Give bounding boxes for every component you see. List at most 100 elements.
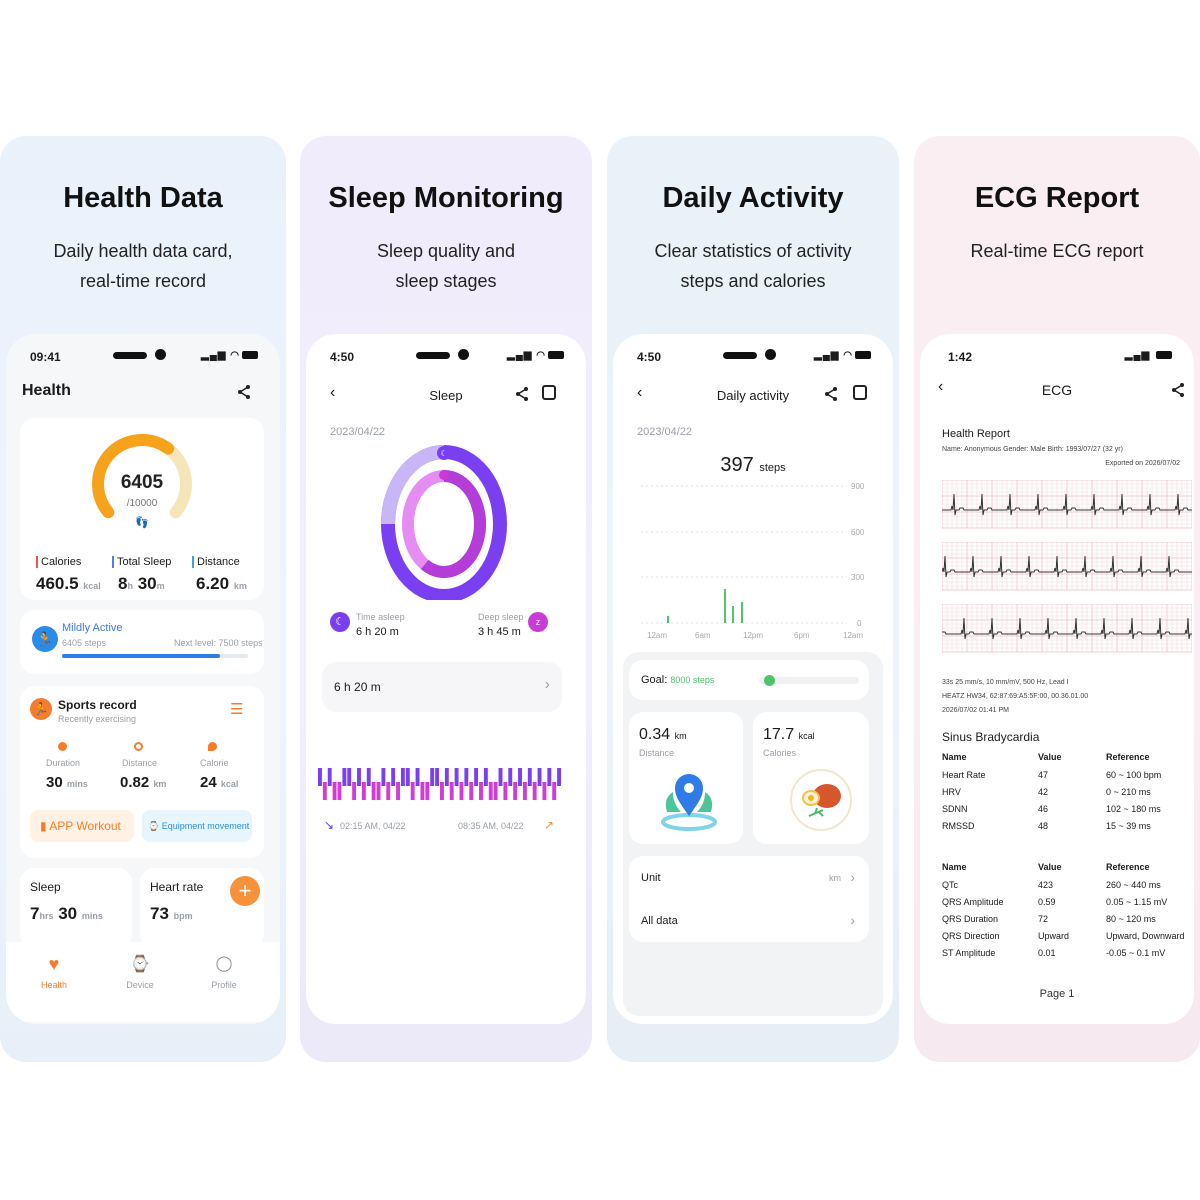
chevron-right-icon: › <box>850 869 855 885</box>
sleep-stage-bar <box>396 782 400 800</box>
x-tick: 12am <box>647 631 667 640</box>
goal-row[interactable]: Goal: 8000 steps <box>629 660 869 700</box>
date-label: 2023/04/22 <box>330 426 386 438</box>
activity-level-card[interactable]: 🏃 Mildly Active 6405 steps Next level: 7… <box>20 610 264 674</box>
y-tick: 600 <box>851 528 865 537</box>
panel-subtitle: Sleep quality and sleep stages <box>310 236 582 296</box>
date-label: 2023/04/22 <box>637 426 693 438</box>
subtitle-line: Daily health data card, <box>53 241 233 261</box>
sleep-ring-chart: ☾ <box>381 445 507 600</box>
heart-rate-card[interactable]: Heart rate 73 bpm + <box>140 868 264 948</box>
share-icon[interactable] <box>823 386 839 402</box>
goal-label: Goal: 8000 steps <box>641 674 715 686</box>
chevron-right-icon: › <box>850 912 855 928</box>
strip-info-line: 33s 25 mm/s, 10 mm/mV, 500 Hz, Lead I <box>942 679 1069 686</box>
distance-value: 0.34 km <box>639 726 687 743</box>
nav-device[interactable]: Device <box>126 980 154 990</box>
subtitle-line: real-time record <box>79 271 207 291</box>
steps-goal: /10000 <box>127 498 158 509</box>
signal-icons: ▂▄▆ ◠ <box>814 350 871 361</box>
sleep-stage-bar <box>342 768 347 786</box>
share-icon[interactable] <box>1170 382 1186 398</box>
end-arrow-icon: ↗ <box>544 818 555 832</box>
sports-record-card[interactable]: 🏃 Sports record Recently exercising ☰ Du… <box>20 686 264 858</box>
sleep-stage-bar <box>513 782 518 800</box>
next-level: Next level: 7500 steps <box>174 638 263 648</box>
calendar-icon[interactable] <box>542 385 556 400</box>
steps-card[interactable]: 6405 /10000 👣 Calories Total Sleep Dista… <box>20 418 264 600</box>
sleep-summary-row[interactable]: 6 h 20 m › <box>322 662 562 712</box>
deep-sleep-label: Deep sleep <box>478 612 524 622</box>
distance-value: 6.20 km <box>196 574 247 593</box>
x-tick: 6am <box>695 631 711 640</box>
steps-bar <box>724 589 726 623</box>
sleep-card[interactable]: Sleep 7hrs 30 mins <box>20 868 132 948</box>
subtitle-line: sleep stages <box>395 271 497 291</box>
sleep-stage-bar <box>435 768 440 786</box>
light-sleep-arc <box>381 445 445 525</box>
chevron-right-icon: › <box>544 676 550 693</box>
back-chevron-icon[interactable]: ‹ <box>330 384 336 401</box>
subtitle-line: Sleep quality and <box>376 241 516 261</box>
add-button[interactable]: + <box>230 876 260 906</box>
sleep-stage-bar <box>449 782 454 800</box>
back-chevron-icon[interactable]: ‹ <box>637 384 643 401</box>
start-arrow-icon: ↘ <box>324 818 335 832</box>
panel-sleep-monitoring: Sleep Monitoring Sleep quality and sleep… <box>300 136 592 1062</box>
y-tick: 900 <box>851 482 865 491</box>
watch-device-icon[interactable]: ⌚ <box>130 956 150 973</box>
health-heart-icon[interactable]: ♥ <box>48 954 60 974</box>
equipment-movement-button[interactable]: ⌚ Equipment movement <box>142 810 252 842</box>
subtitle-line: Clear statistics of activity <box>654 241 852 261</box>
sleep-summary: 6 h 20 m <box>334 680 381 694</box>
sleep-stage-bar <box>381 768 386 786</box>
sleep-stage-bar <box>522 782 527 800</box>
ecg-strip-2 <box>942 542 1192 591</box>
sleep-card-value: 7hrs 30 mins <box>30 904 103 923</box>
sleep-stage-bar <box>376 782 381 800</box>
subtitle-line: Real-time ECG report <box>970 241 1144 261</box>
notch <box>416 352 450 359</box>
sleep-stage-bar <box>440 782 444 800</box>
panel-daily-activity: Daily Activity Clear statistics of activ… <box>607 136 899 1062</box>
nav-profile[interactable]: Profile <box>211 980 237 990</box>
camera-dot <box>155 349 166 360</box>
sleep-stage-bar <box>493 782 498 800</box>
status-bar: 09:41 ▂▄▆ ◠ <box>6 348 280 368</box>
calendar-icon[interactable] <box>853 385 867 400</box>
y-tick: 0 <box>857 619 862 628</box>
sleep-stage-bar <box>318 768 322 786</box>
sleep-stage-bar <box>498 768 503 786</box>
phone-screen: 4:50 ▂▄▆ ◠ ‹ Sleep 2023/04/22 ☾ ☾ Time a… <box>306 334 586 1024</box>
phone-icon: ▮ <box>40 819 47 833</box>
steps-bar <box>667 616 669 623</box>
distance-card[interactable]: 0.34 km Distance <box>629 712 743 844</box>
x-tick: 6pm <box>794 631 810 640</box>
stats-area: Goal: 8000 steps 0.34 km Distance 17.7 k… <box>623 652 883 1016</box>
app-workout-button[interactable]: ▮ APP Workout <box>30 810 134 842</box>
moon-icon: ☾ <box>330 612 350 632</box>
share-icon[interactable] <box>514 386 530 402</box>
calories-value: 17.7 kcal <box>763 726 815 743</box>
zz-marker-icon <box>439 470 449 480</box>
unit-row[interactable]: Unit km › <box>629 856 869 899</box>
calories-card[interactable]: 17.7 kcal Calories <box>753 712 869 844</box>
nav-health[interactable]: Health <box>40 980 67 990</box>
x-tick: 12pm <box>743 631 763 640</box>
activity-level: Mildly Active <box>62 622 123 634</box>
report-title: Health Report <box>942 428 1010 440</box>
back-chevron-icon[interactable]: ‹ <box>938 378 944 395</box>
share-icon[interactable] <box>236 384 252 400</box>
battery-icon <box>548 351 564 360</box>
person-profile-icon[interactable]: ◯ <box>215 955 233 972</box>
signal-icons: ▂▄▆ ◠ <box>201 350 258 361</box>
list-icon[interactable]: ☰ <box>230 701 244 718</box>
sdistance-label: Distance <box>122 758 158 768</box>
sleep-stage-bar <box>347 768 352 786</box>
ecg-strip-1 <box>942 480 1192 529</box>
sleep-stage-bar <box>474 768 479 786</box>
sleep-stage-bar <box>361 782 366 800</box>
ecg-strip-3 <box>942 604 1192 653</box>
goal-progress-marker <box>764 675 775 686</box>
all-data-row[interactable]: All data › <box>629 899 869 942</box>
